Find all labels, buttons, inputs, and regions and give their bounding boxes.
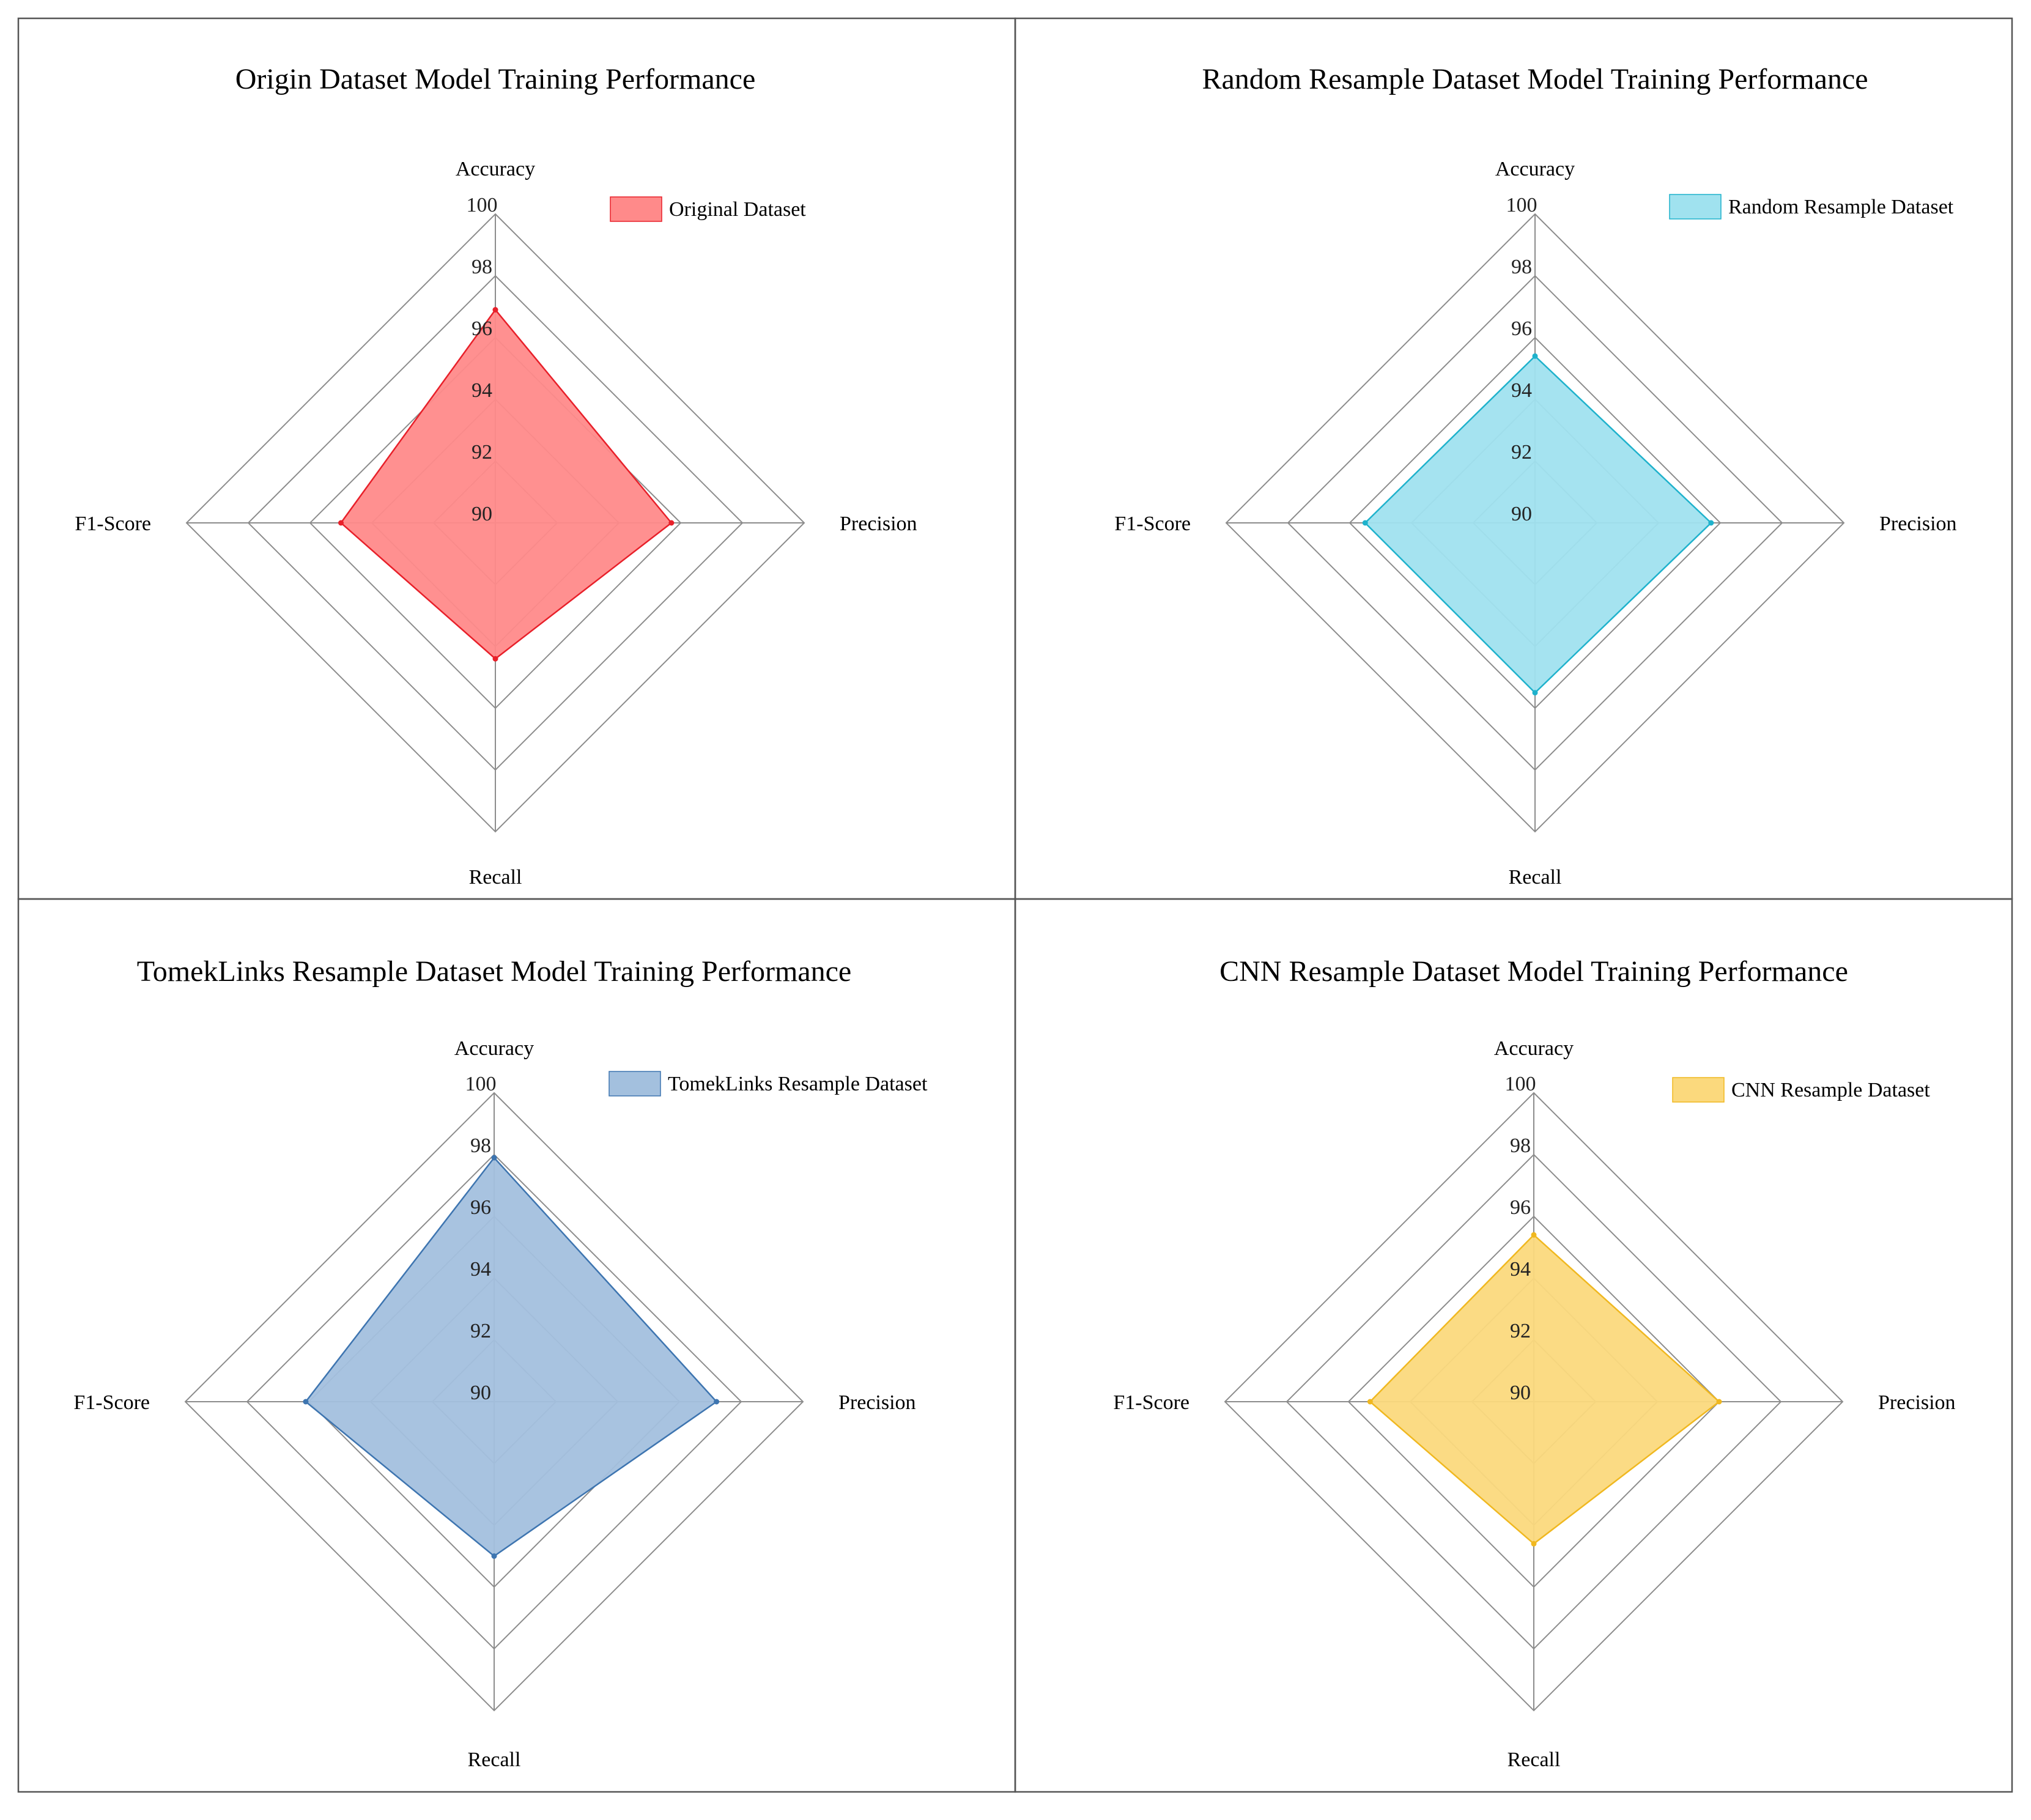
tick-label: 100: [465, 1073, 497, 1095]
tick-label: 100: [1505, 1073, 1536, 1095]
tick-label: 96: [470, 1196, 491, 1219]
axis-label-recall: Recall: [468, 1748, 521, 1771]
legend-swatch: [1669, 194, 1722, 220]
panel-frame-bottom-right: [1014, 898, 2013, 1793]
tick-label: 92: [470, 1320, 491, 1342]
tick-label: 98: [1510, 1134, 1531, 1157]
tick-label: 100: [1506, 194, 1537, 216]
tick-label: 90: [472, 503, 492, 525]
tick-label: 92: [1510, 1320, 1531, 1342]
axis-label-f1-score: F1-Score: [1113, 1391, 1189, 1414]
axis-label-recall: Recall: [469, 866, 522, 889]
tick-label: 98: [472, 256, 492, 278]
legend-label: Random Resample Dataset: [1728, 196, 1954, 218]
data-point-recall: [491, 1553, 497, 1559]
series-area: [1364, 355, 1712, 694]
tick-label: 98: [470, 1134, 491, 1157]
chart-title: TomekLinks Resample Dataset Model Traini…: [137, 955, 851, 988]
series-area: [305, 1156, 718, 1558]
data-point-f1-score: [1367, 1399, 1373, 1405]
data-point-precision: [668, 520, 675, 526]
legend-swatch: [1672, 1077, 1725, 1103]
data-point-accuracy: [1532, 353, 1538, 359]
data-point-precision: [714, 1399, 720, 1405]
panel-frames: [17, 17, 2013, 1793]
radar-panel-2: Random Resample Dataset Model Training P…: [1114, 63, 1956, 889]
data-point-recall: [492, 656, 498, 662]
data-point-accuracy: [492, 307, 498, 313]
data-point-f1-score: [1362, 520, 1368, 526]
radar-panel-4: CNN Resample Dataset Model Training Perf…: [1113, 955, 1955, 1771]
tick-label: 90: [1511, 503, 1532, 525]
tick-label: 90: [1510, 1382, 1531, 1404]
axis-label-accuracy: Accuracy: [454, 1037, 534, 1060]
legend-swatch: [610, 196, 662, 222]
axis-label-accuracy: Accuracy: [456, 158, 535, 180]
chart-title: CNN Resample Dataset Model Training Perf…: [1219, 955, 1848, 988]
tick-label: 94: [470, 1258, 491, 1281]
tick-label: 96: [1510, 1196, 1531, 1219]
data-point-accuracy: [1531, 1232, 1537, 1238]
tick-label: 100: [467, 194, 498, 216]
tick-label: 94: [1511, 379, 1532, 402]
legend-label: Original Dataset: [669, 198, 806, 221]
charts-layer: Origin Dataset Model Training Performanc…: [73, 63, 1956, 1771]
series-area: [1369, 1234, 1720, 1545]
axis-label-precision: Precision: [840, 512, 917, 535]
chart-title: Origin Dataset Model Training Performanc…: [235, 63, 756, 95]
axis-label-accuracy: Accuracy: [1495, 158, 1575, 180]
legend-swatch: [609, 1071, 661, 1097]
radar-panel-1: Origin Dataset Model Training Performanc…: [75, 63, 917, 889]
chart-title: Random Resample Dataset Model Training P…: [1202, 63, 1868, 95]
axis-label-precision: Precision: [838, 1391, 916, 1414]
tick-label: 92: [1511, 441, 1532, 464]
tick-label: 96: [1511, 317, 1532, 340]
data-point-precision: [1716, 1399, 1722, 1405]
axis-label-f1-score: F1-Score: [75, 512, 151, 535]
tick-label: 92: [472, 441, 492, 464]
data-point-precision: [1708, 520, 1714, 526]
axis-label-accuracy: Accuracy: [1494, 1037, 1574, 1060]
axis-label-recall: Recall: [1509, 866, 1562, 889]
axis-label-precision: Precision: [1878, 1391, 1956, 1414]
legend-label: CNN Resample Dataset: [1731, 1079, 1930, 1101]
axis-label-recall: Recall: [1508, 1748, 1561, 1771]
tick-label: 94: [472, 379, 492, 402]
data-point-f1-score: [303, 1399, 309, 1405]
data-point-recall: [1531, 1541, 1537, 1547]
series-area: [339, 308, 673, 660]
axis-label-f1-score: F1-Score: [73, 1391, 150, 1414]
tick-label: 90: [470, 1382, 491, 1404]
tick-label: 96: [472, 317, 492, 340]
data-point-recall: [1532, 690, 1538, 696]
data-point-accuracy: [491, 1155, 497, 1161]
axis-label-f1-score: F1-Score: [1114, 512, 1191, 535]
tick-label: 98: [1511, 256, 1532, 278]
tick-label: 94: [1510, 1258, 1531, 1281]
data-point-f1-score: [338, 520, 344, 526]
legend-label: TomekLinks Resample Dataset: [668, 1073, 928, 1095]
radar-panel-3: TomekLinks Resample Dataset Model Traini…: [73, 955, 928, 1771]
axis-label-precision: Precision: [1879, 512, 1957, 535]
